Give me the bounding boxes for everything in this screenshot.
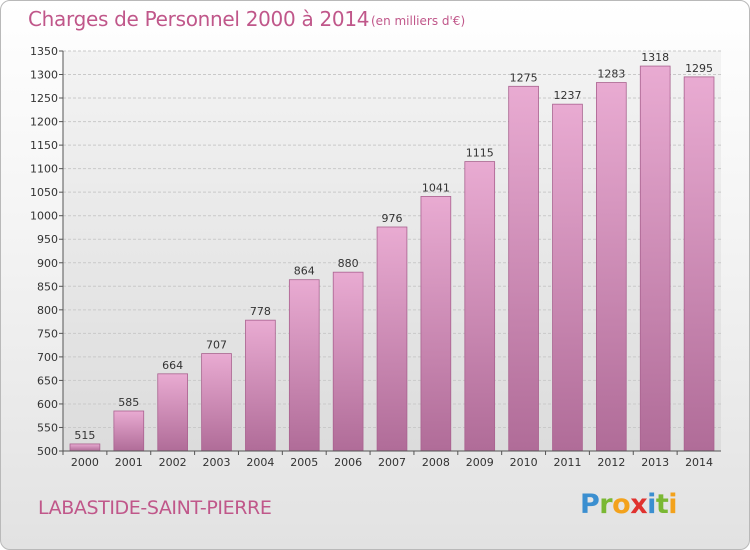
logo-letter: P bbox=[580, 489, 600, 520]
bar-value-label: 515 bbox=[74, 429, 95, 442]
y-tick-label: 1050 bbox=[30, 186, 58, 199]
y-tick-label: 1000 bbox=[30, 210, 58, 223]
y-tick-label: 800 bbox=[37, 304, 58, 317]
y-tick-label: 600 bbox=[37, 398, 58, 411]
bar-value-label: 778 bbox=[250, 305, 271, 318]
y-tick-label: 1100 bbox=[30, 163, 58, 176]
x-tick-label: 2011 bbox=[553, 456, 581, 469]
x-tick-label: 2001 bbox=[115, 456, 143, 469]
commune-name: LABASTIDE-SAINT-PIERRE bbox=[38, 497, 272, 519]
bar-2013 bbox=[639, 65, 671, 452]
x-tick-label: 2006 bbox=[334, 456, 362, 469]
y-tick-label: 550 bbox=[37, 421, 58, 434]
logo-letter: t bbox=[655, 489, 669, 520]
bar-2012 bbox=[596, 82, 627, 452]
y-tick-label: 900 bbox=[37, 257, 58, 270]
bar-value-label: 864 bbox=[294, 265, 315, 278]
x-tick-label: 2005 bbox=[290, 456, 318, 469]
logo-letter: o bbox=[612, 489, 631, 520]
bar-2001 bbox=[113, 410, 145, 452]
y-tick-label: 1300 bbox=[30, 69, 58, 82]
logo-letter: i bbox=[647, 489, 656, 520]
x-tick-label: 2003 bbox=[203, 456, 231, 469]
bar-2014 bbox=[683, 76, 715, 452]
bar-2004 bbox=[245, 319, 276, 452]
bar-value-label: 880 bbox=[338, 257, 359, 270]
y-tick-label: 650 bbox=[37, 374, 58, 387]
x-tick-label: 2012 bbox=[597, 456, 625, 469]
bar-value-label: 1115 bbox=[466, 147, 494, 160]
bar-2008 bbox=[420, 196, 452, 452]
bar-value-label: 1295 bbox=[685, 62, 713, 75]
bar-2005 bbox=[288, 279, 320, 452]
logo-letter: r bbox=[599, 489, 613, 520]
proxiti-logo[interactable]: Proxiti bbox=[580, 489, 678, 520]
bar-value-label: 1318 bbox=[641, 51, 669, 64]
logo-letter: i bbox=[668, 489, 678, 520]
bar-value-label: 1041 bbox=[422, 181, 450, 194]
y-tick-label: 950 bbox=[37, 233, 58, 246]
y-tick-label: 750 bbox=[37, 327, 58, 340]
logo-letter: x bbox=[630, 489, 648, 520]
x-tick-label: 2002 bbox=[159, 456, 187, 469]
y-tick-label: 700 bbox=[37, 351, 58, 364]
bar-2000 bbox=[69, 443, 101, 452]
y-tick-label: 1200 bbox=[30, 116, 58, 129]
x-tick-label: 2004 bbox=[246, 456, 274, 469]
bar-value-label: 707 bbox=[206, 339, 227, 352]
bar-value-label: 585 bbox=[118, 396, 139, 409]
bar-value-label: 1237 bbox=[553, 89, 581, 102]
bar-value-label: 1275 bbox=[510, 71, 538, 84]
y-tick-label: 1150 bbox=[30, 139, 58, 152]
x-tick-label: 2000 bbox=[71, 456, 99, 469]
x-tick-label: 2013 bbox=[641, 456, 669, 469]
y-tick-label: 850 bbox=[37, 280, 58, 293]
x-tick-label: 2009 bbox=[466, 456, 494, 469]
bar-2009 bbox=[464, 161, 496, 452]
y-tick-label: 1350 bbox=[30, 45, 58, 58]
bar-2002 bbox=[157, 373, 188, 452]
bar-2011 bbox=[552, 103, 583, 452]
bar-2007 bbox=[376, 226, 408, 452]
chart-title: Charges de Personnel 2000 à 2014 bbox=[28, 7, 370, 31]
x-tick-label: 2014 bbox=[685, 456, 713, 469]
x-tick-label: 2010 bbox=[510, 456, 538, 469]
bar-value-label: 664 bbox=[162, 359, 183, 372]
y-tick-label: 1250 bbox=[30, 92, 58, 105]
bar-value-label: 1283 bbox=[597, 68, 625, 81]
chart-subtitle: (en milliers d'€) bbox=[371, 14, 466, 28]
x-tick-label: 2007 bbox=[378, 456, 406, 469]
y-tick-label: 500 bbox=[37, 445, 58, 458]
bar-2010 bbox=[508, 85, 539, 452]
x-tick-label: 2008 bbox=[422, 456, 450, 469]
bar-value-label: 976 bbox=[382, 212, 403, 225]
bar-2006 bbox=[332, 271, 364, 452]
bar-2003 bbox=[201, 353, 232, 452]
